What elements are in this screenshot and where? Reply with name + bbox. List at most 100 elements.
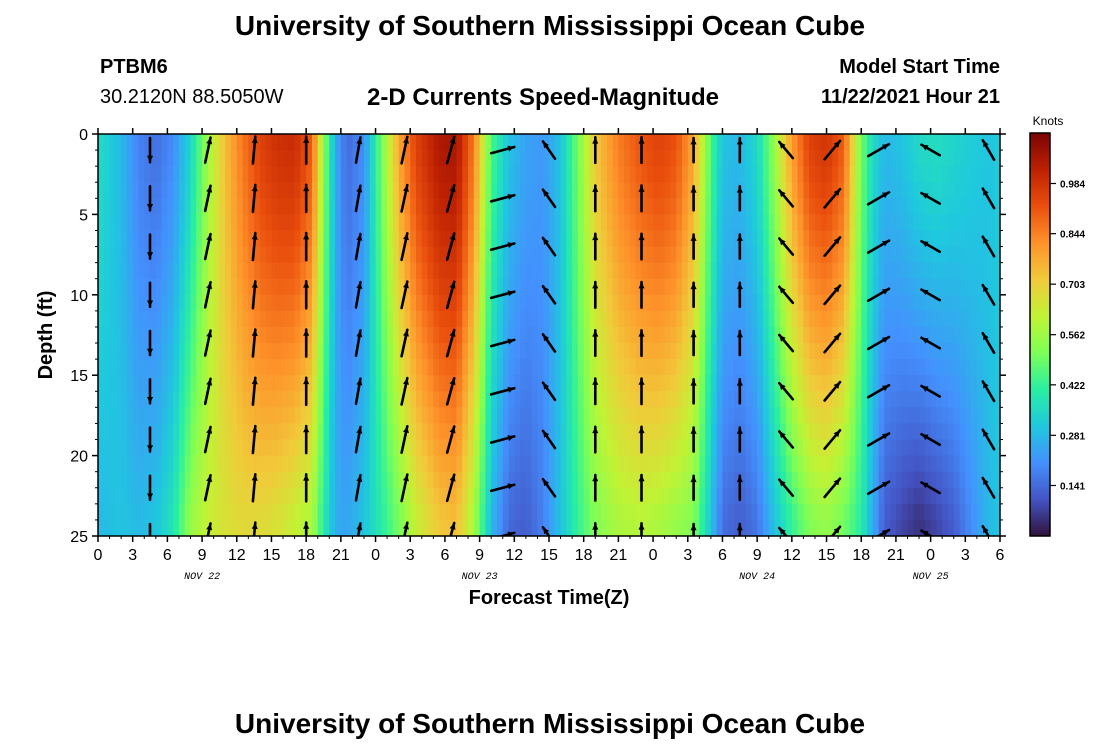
- x-tick-label: 18: [852, 547, 870, 564]
- heatmap-cell: [988, 198, 995, 215]
- heatmap-cell: [988, 214, 995, 232]
- heatmap-cell: [965, 150, 972, 167]
- heatmap-cell: [739, 487, 747, 505]
- current-vector-arrow: [866, 383, 891, 399]
- heatmap-cell: [976, 343, 984, 360]
- heatmap-cell: [155, 198, 163, 215]
- heatmap-cell: [976, 246, 984, 264]
- heatmap-cell: [716, 182, 724, 199]
- heatmap-cell: [340, 519, 348, 536]
- heatmap-cell: [919, 198, 926, 215]
- heatmap-cell: [508, 343, 515, 360]
- heatmap-cell: [838, 407, 845, 425]
- heatmap-cell: [317, 423, 325, 441]
- heatmap-cell: [907, 166, 914, 183]
- heatmap-cell: [722, 326, 729, 344]
- heatmap-cell: [583, 326, 591, 344]
- heatmap-cell: [132, 246, 140, 264]
- heatmap-cell: [473, 134, 481, 151]
- heatmap-cell: [658, 166, 666, 183]
- heatmap-cell: [283, 230, 290, 248]
- heatmap-cell: [473, 198, 481, 215]
- heatmap-cell: [658, 487, 666, 505]
- heatmap-cell: [167, 359, 174, 376]
- heatmap-cell: [855, 182, 862, 199]
- heatmap-cell: [387, 439, 394, 457]
- heatmap-cell: [936, 519, 943, 536]
- heatmap-cell: [514, 310, 521, 328]
- heatmap-cell: [363, 391, 371, 408]
- heatmap-cell: [641, 359, 648, 376]
- heatmap-cell: [577, 134, 585, 151]
- heatmap-cell: [965, 423, 972, 441]
- heatmap-cell: [184, 407, 192, 425]
- heatmap-cell: [924, 471, 932, 489]
- heatmap-cell: [566, 359, 573, 376]
- heatmap-cell: [306, 182, 313, 199]
- heatmap-cell: [641, 198, 648, 215]
- heatmap-cell: [259, 310, 267, 328]
- heatmap-cell: [537, 246, 544, 264]
- heatmap-cell: [121, 262, 128, 280]
- heatmap-cell: [913, 150, 920, 167]
- heatmap-cell: [670, 439, 677, 457]
- heatmap-cell: [126, 214, 134, 232]
- heatmap-cell: [907, 294, 914, 312]
- heatmap-cell: [681, 278, 689, 296]
- heatmap-cell: [930, 519, 937, 536]
- heatmap-cell: [178, 246, 186, 264]
- heatmap-cell: [473, 230, 481, 248]
- heatmap-cell: [687, 262, 695, 280]
- heatmap-cell: [109, 134, 116, 151]
- heatmap-cell: [572, 310, 579, 328]
- heatmap-cell: [202, 326, 209, 344]
- heatmap-cell: [595, 471, 602, 489]
- heatmap-cell: [988, 471, 995, 489]
- heatmap-cell: [693, 134, 700, 151]
- heatmap-cell: [710, 375, 718, 392]
- heatmap-cell: [618, 246, 625, 264]
- heatmap-cell: [392, 246, 400, 264]
- heatmap-cell: [121, 423, 128, 441]
- heatmap-cell: [485, 519, 492, 536]
- heatmap-cell: [676, 310, 683, 328]
- heatmap-cell: [658, 423, 666, 441]
- heatmap-cell: [739, 343, 747, 360]
- heatmap-cell: [693, 519, 700, 536]
- heatmap-cell: [924, 391, 932, 408]
- heatmap-cell: [288, 375, 296, 392]
- heatmap-cell: [178, 359, 186, 376]
- heatmap-cell: [323, 246, 330, 264]
- heatmap-cell: [762, 278, 770, 296]
- heatmap-cell: [577, 310, 585, 328]
- heatmap-cell: [890, 391, 897, 408]
- heatmap-cell: [560, 519, 567, 536]
- heatmap-cell: [491, 326, 498, 344]
- heatmap-cell: [444, 278, 452, 296]
- heatmap-cell: [132, 343, 140, 360]
- heatmap-cell: [965, 487, 972, 505]
- heatmap-cell: [485, 326, 492, 344]
- heatmap-cell: [306, 519, 313, 536]
- heatmap-cell: [277, 471, 284, 489]
- heatmap-cell: [126, 326, 134, 344]
- heatmap-cell: [317, 198, 325, 215]
- heatmap-cell: [173, 423, 180, 441]
- heatmap-cell: [768, 471, 776, 489]
- heatmap-cell: [121, 439, 128, 457]
- heatmap-cell: [236, 278, 244, 296]
- heatmap-cell: [317, 375, 325, 392]
- heatmap-cell: [953, 182, 961, 199]
- heatmap-cell: [867, 166, 874, 183]
- heatmap-cell: [936, 326, 943, 344]
- heatmap-cell: [624, 455, 631, 473]
- heatmap-cell: [392, 134, 400, 151]
- heatmap-cell: [589, 246, 596, 264]
- current-vector-arrow: [592, 184, 599, 213]
- heatmap-cell: [416, 214, 423, 232]
- heatmap-cell: [589, 423, 596, 441]
- heatmap-cell: [491, 375, 498, 392]
- heatmap-cell: [190, 246, 197, 264]
- heatmap-cell: [207, 166, 215, 183]
- heatmap-cell: [485, 246, 492, 264]
